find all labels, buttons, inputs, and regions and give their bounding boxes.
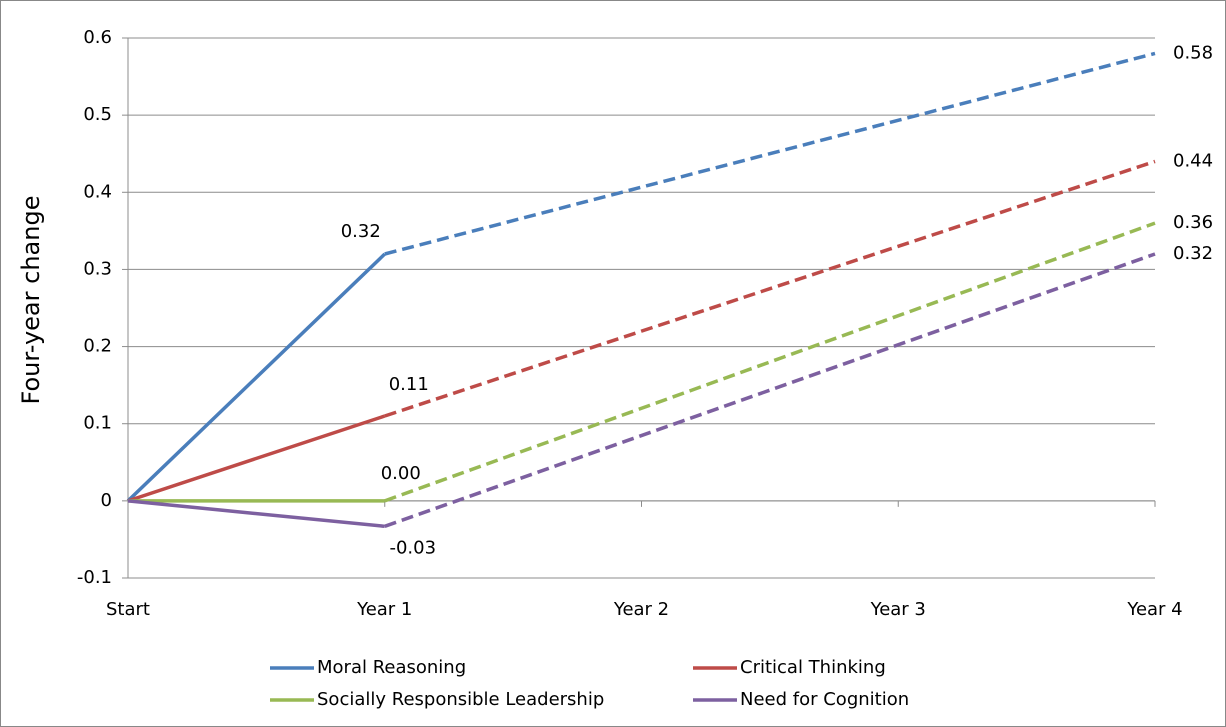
y-tick-label: 0 <box>101 490 112 511</box>
x-tick-label: Year 3 <box>870 599 926 620</box>
y-tick-label: 0.3 <box>83 258 112 279</box>
data-label: 0.58 <box>1173 42 1213 63</box>
x-tick-label: Start <box>106 599 150 620</box>
y-tick-label: 0.6 <box>83 27 112 48</box>
x-tick-label: Year 1 <box>356 599 412 620</box>
x-tick-label: Year 4 <box>1126 599 1182 620</box>
line-segment <box>384 51 1156 256</box>
y-tick-label: -0.1 <box>77 567 112 588</box>
y-axis-label: Four-year change <box>17 196 45 405</box>
data-label: -0.03 <box>389 537 436 558</box>
legend-label: Moral Reasoning <box>317 657 466 678</box>
data-label: 0.44 <box>1173 150 1213 171</box>
line-segment <box>127 499 385 529</box>
data-label: 0.00 <box>381 463 421 484</box>
y-tick-label: 0.5 <box>83 104 112 125</box>
legend-label: Socially Responsible Leadership <box>317 689 604 710</box>
line-segment <box>127 414 386 503</box>
y-tick-label: 0.2 <box>83 336 112 357</box>
line-segment <box>384 221 1156 503</box>
line-segment <box>384 159 1156 418</box>
data-label: 0.11 <box>389 374 429 395</box>
line-segment <box>384 252 1156 528</box>
data-label: 0.32 <box>1173 243 1213 264</box>
line-segment <box>126 252 386 503</box>
data-label: 0.32 <box>341 221 381 242</box>
legend-label: Need for Cognition <box>740 689 909 710</box>
data-label: 0.36 <box>1173 212 1213 233</box>
y-tick-label: 0.1 <box>83 413 112 434</box>
x-tick-label: Year 2 <box>613 599 669 620</box>
y-tick-label: 0.4 <box>83 181 112 202</box>
legend-label: Critical Thinking <box>740 657 886 678</box>
